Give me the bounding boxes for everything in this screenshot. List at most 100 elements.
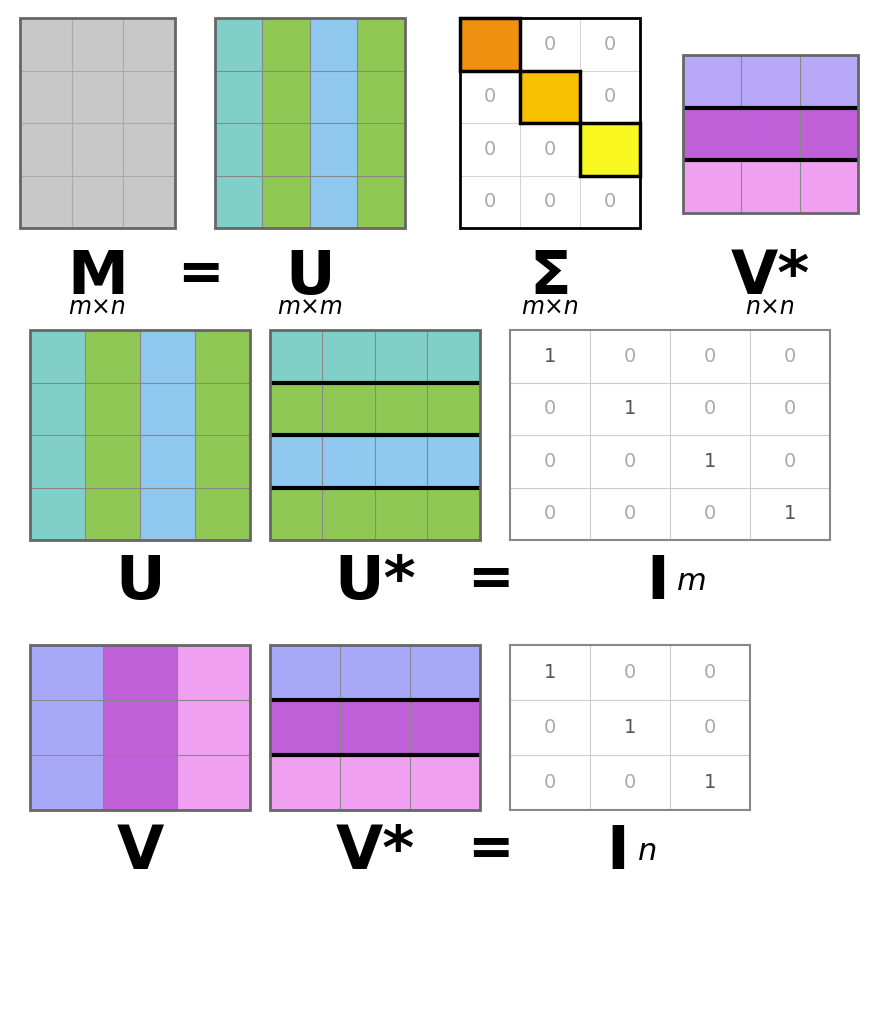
Bar <box>270 700 339 755</box>
Bar <box>139 487 195 540</box>
Bar <box>374 487 427 540</box>
Bar <box>749 487 829 540</box>
Bar <box>20 18 175 228</box>
Bar <box>460 123 519 175</box>
Bar <box>580 123 639 175</box>
Bar <box>749 330 829 383</box>
Text: =: = <box>467 553 513 607</box>
Text: 0: 0 <box>483 193 496 211</box>
Bar <box>460 18 639 228</box>
Bar <box>460 18 519 71</box>
Bar <box>30 700 103 755</box>
Bar <box>410 755 480 810</box>
Bar <box>103 645 176 700</box>
Text: 0: 0 <box>543 718 555 737</box>
Bar <box>580 123 639 175</box>
Bar <box>30 645 250 810</box>
Bar <box>519 18 580 71</box>
Bar <box>427 383 480 435</box>
Text: 1: 1 <box>543 347 555 366</box>
Bar <box>270 645 339 700</box>
Bar <box>460 18 519 71</box>
Bar <box>123 71 175 123</box>
Bar <box>510 645 589 700</box>
Bar <box>510 383 589 435</box>
Bar <box>72 71 123 123</box>
Bar <box>322 435 374 487</box>
Text: 0: 0 <box>703 718 716 737</box>
Bar <box>20 175 72 228</box>
Bar <box>270 487 322 540</box>
Bar <box>310 175 357 228</box>
Text: 0: 0 <box>783 399 795 418</box>
Bar <box>669 487 749 540</box>
Text: n: n <box>638 837 657 866</box>
Bar <box>215 18 262 71</box>
Text: 0: 0 <box>543 193 555 211</box>
Bar <box>176 645 250 700</box>
Bar <box>123 123 175 175</box>
Text: 0: 0 <box>543 139 555 159</box>
Bar <box>30 435 85 487</box>
Bar <box>30 487 85 540</box>
Text: m×m: m×m <box>277 295 343 319</box>
Bar <box>510 755 589 810</box>
Bar <box>20 71 72 123</box>
Text: 0: 0 <box>783 347 795 366</box>
Text: 0: 0 <box>543 399 555 418</box>
Bar <box>270 330 322 383</box>
Bar <box>669 383 749 435</box>
Bar <box>339 755 410 810</box>
Bar <box>374 435 427 487</box>
Bar <box>215 175 262 228</box>
Bar <box>682 55 740 108</box>
Bar <box>589 700 669 755</box>
Bar <box>510 330 589 383</box>
Text: 0: 0 <box>543 35 555 53</box>
Bar <box>799 108 857 161</box>
Bar <box>669 700 749 755</box>
Text: 0: 0 <box>603 87 616 106</box>
Text: M: M <box>67 248 128 307</box>
Bar <box>30 755 103 810</box>
Bar <box>427 487 480 540</box>
Text: U: U <box>285 248 334 307</box>
Bar <box>460 175 519 228</box>
Bar <box>682 55 857 213</box>
Bar <box>682 161 740 213</box>
Bar <box>262 123 310 175</box>
Bar <box>195 330 250 383</box>
Bar <box>176 755 250 810</box>
Bar <box>30 383 85 435</box>
Bar <box>85 383 139 435</box>
Bar <box>195 487 250 540</box>
Bar <box>103 700 176 755</box>
Text: U: U <box>115 553 165 612</box>
Text: V: V <box>117 823 163 882</box>
Text: 0: 0 <box>624 504 636 523</box>
Text: V*: V* <box>730 248 809 307</box>
Text: 1: 1 <box>543 663 555 682</box>
Bar <box>262 175 310 228</box>
Bar <box>374 383 427 435</box>
Text: 0: 0 <box>783 452 795 471</box>
Text: =: = <box>176 248 223 302</box>
Bar <box>357 123 404 175</box>
Bar <box>215 123 262 175</box>
Bar <box>749 435 829 487</box>
Bar <box>72 123 123 175</box>
Bar <box>139 330 195 383</box>
Bar <box>740 161 799 213</box>
Bar <box>589 383 669 435</box>
Text: I: I <box>606 823 629 882</box>
Text: U*: U* <box>334 553 416 612</box>
Text: m×n: m×n <box>68 295 126 319</box>
Bar <box>589 487 669 540</box>
Bar <box>799 55 857 108</box>
Bar <box>195 435 250 487</box>
Bar <box>30 330 250 540</box>
Bar <box>510 487 589 540</box>
Bar <box>270 755 339 810</box>
Bar <box>589 435 669 487</box>
Bar <box>510 330 829 540</box>
